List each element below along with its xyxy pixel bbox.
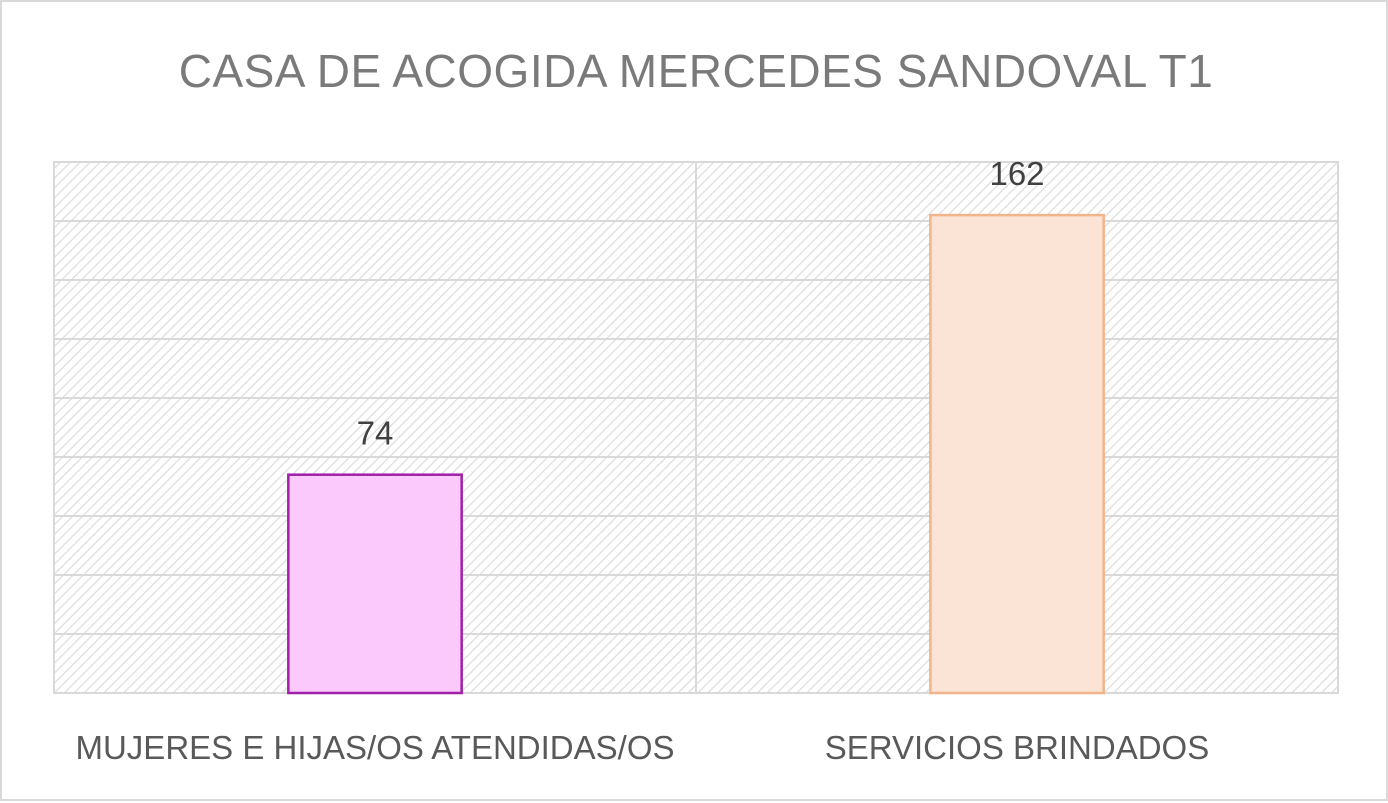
- data-labels-group: 74 162: [357, 155, 1045, 452]
- chart-title: CASA DE ACOGIDA MERCEDES SANDOVAL T1: [178, 45, 1214, 97]
- bars-group: [287, 213, 1105, 695]
- category-label-1: MUJERES E HIJAS/OS ATENDIDAS/OS: [75, 729, 674, 766]
- data-label-1: 74: [357, 415, 394, 452]
- category-label-2: SERVICIOS BRINDADOS: [825, 729, 1209, 766]
- category-labels-group: MUJERES E HIJAS/OS ATENDIDAS/OS SERVICIOS…: [75, 729, 1209, 766]
- bar-1: [287, 473, 463, 695]
- bar-2: [929, 213, 1105, 695]
- gridlines: [54, 162, 1338, 693]
- data-label-2: 162: [989, 155, 1044, 192]
